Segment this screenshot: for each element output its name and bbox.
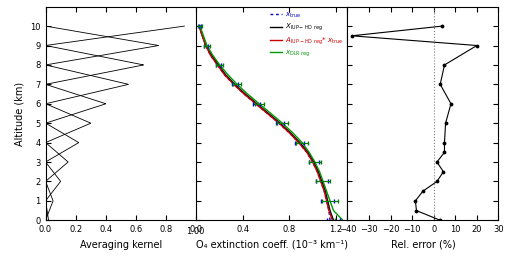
Legend: $x_\mathregular{true}$, $X_\mathregular{IUP-HD\ reg}$, $A_\mathregular{IUP-HD\ r: $x_\mathregular{true}$, $X_\mathregular{… (267, 8, 345, 61)
X-axis label: Rel. error (%): Rel. error (%) (390, 240, 454, 250)
Text: 1.00: 1.00 (185, 227, 204, 237)
X-axis label: Averaging kernel: Averaging kernel (80, 240, 162, 250)
X-axis label: O₄ extinction coeff. (10⁻³ km⁻¹): O₄ extinction coeff. (10⁻³ km⁻¹) (195, 240, 347, 250)
Y-axis label: Altitude (km): Altitude (km) (15, 81, 25, 146)
